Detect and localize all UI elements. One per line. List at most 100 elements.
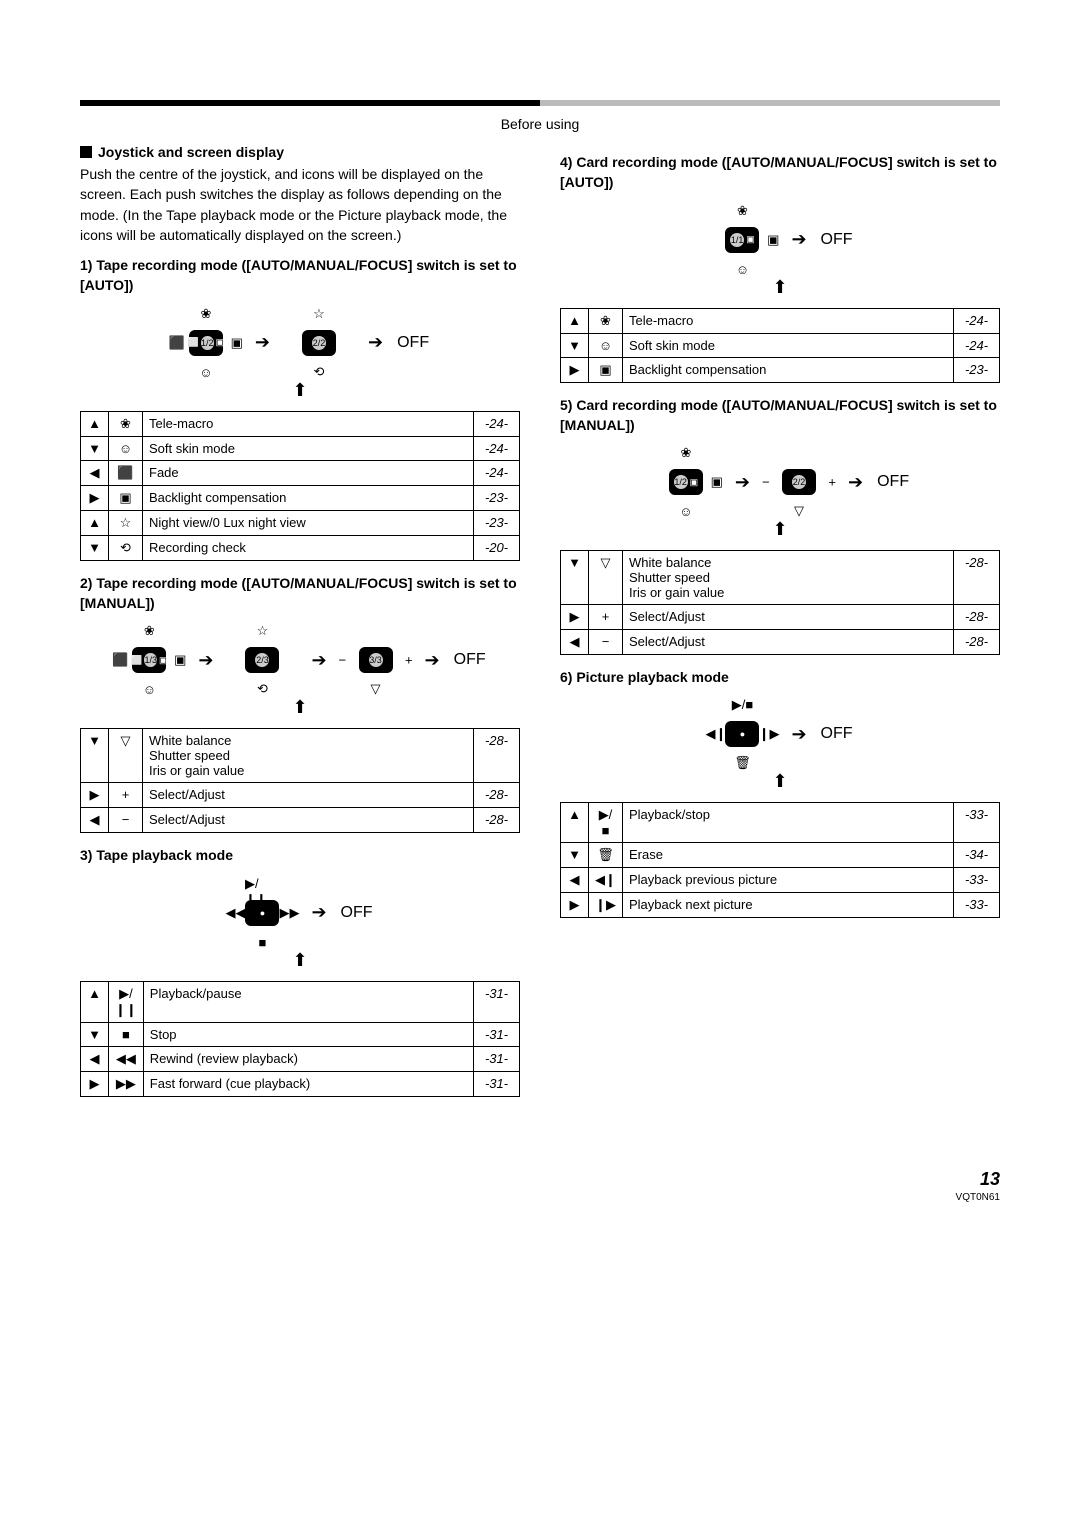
- pad-bottom-icon: ▽: [794, 503, 804, 519]
- off-label: OFF: [877, 473, 909, 491]
- direction-cell: ▲: [561, 308, 589, 333]
- arrow-right-icon: ➔: [735, 472, 750, 493]
- icon-cell: ☺: [109, 436, 143, 460]
- pad-center: 1/2▣: [669, 469, 703, 495]
- joystick-pad: ❀ ☺ ▣ 1/2▣: [651, 447, 721, 517]
- pad-bottom-icon: ■: [259, 935, 267, 950]
- table-row: ▼ ▽ White balanceShutter speedIris or ga…: [81, 729, 520, 783]
- page-cell: -31-: [474, 1022, 520, 1046]
- pad-center: 3/3: [359, 647, 393, 673]
- icon-cell: −: [589, 630, 623, 655]
- direction-cell: ▼: [561, 551, 589, 605]
- table-row: ▶ ▣ Backlight compensation -23-: [561, 357, 1000, 382]
- icon-cell: ◀❙: [589, 868, 623, 893]
- pad-right-icon: ▣: [174, 652, 186, 668]
- pad-center: ●: [725, 721, 759, 747]
- label-cell: Erase: [623, 843, 954, 868]
- pad-right-icon: ▣: [767, 232, 779, 248]
- label-cell: Night view/0 Lux night view: [143, 510, 474, 535]
- page-cell: -23-: [474, 510, 520, 535]
- pad-top-icon: ▶/■: [732, 697, 753, 713]
- joystick-pad: ❀ ☺ ⬛ ▣ ⬜1/3▣: [114, 625, 184, 695]
- intro-paragraph: Push the centre of the joystick, and ico…: [80, 164, 520, 245]
- mode-5-heading: 5) Card recording mode ([AUTO/MANUAL/FOC…: [560, 395, 1000, 436]
- label-cell: Rewind (review playback): [143, 1046, 473, 1071]
- pad-top-icon: ❀: [144, 623, 155, 639]
- off-label: OFF: [821, 231, 853, 249]
- table-row: ◀ ⬛ Fade -24-: [81, 460, 520, 485]
- direction-cell: ◀: [561, 868, 589, 893]
- page-cell: -31-: [474, 981, 520, 1022]
- page-cell: -24-: [474, 436, 520, 460]
- page-cell: -23-: [954, 357, 1000, 382]
- page-cell: -28-: [474, 783, 520, 808]
- page-cell: -33-: [954, 803, 1000, 843]
- label-cell: Soft skin mode: [623, 333, 954, 357]
- pad-center: 2/2: [302, 330, 336, 356]
- pad-bottom-icon: 🗑: [734, 755, 751, 771]
- icon-cell: −: [109, 808, 143, 833]
- direction-cell: ▼: [561, 333, 589, 357]
- left-column: Joystick and screen display Push the cen…: [80, 144, 520, 1109]
- label-cell: Stop: [143, 1022, 473, 1046]
- joystick-pad: ▶/■ 🗑 ◀❙ ❙▶ ●: [707, 699, 777, 769]
- pad-bottom-icon: ☺: [143, 682, 156, 697]
- joystick-pad: ▽ − + 3/3: [341, 625, 411, 695]
- icon-cell: +: [109, 783, 143, 808]
- page-cell: -28-: [474, 808, 520, 833]
- page-cell: -24-: [954, 308, 1000, 333]
- page-cell: -28-: [954, 630, 1000, 655]
- right-column: 4) Card recording mode ([AUTO/MANUAL/FOC…: [560, 144, 1000, 1109]
- direction-cell: ◀: [81, 460, 109, 485]
- label-cell: Fast forward (cue playback): [143, 1071, 473, 1096]
- mode-4-diagram: ❀ ☺ ▣ 1/1▣ ➔OFF: [560, 205, 1000, 275]
- page-cell: -28-: [474, 729, 520, 783]
- icon-cell: ▶▶: [109, 1071, 144, 1096]
- page-cell: -34-: [954, 843, 1000, 868]
- mode-6-heading: 6) Picture playback mode: [560, 667, 1000, 687]
- pad-left-icon: ⬛: [169, 335, 185, 351]
- table-row: ▼ ■ Stop -31-: [81, 1022, 520, 1046]
- page-cell: -28-: [954, 551, 1000, 605]
- page-cell: -24-: [954, 333, 1000, 357]
- page-cell: -33-: [954, 868, 1000, 893]
- table-row: ▲ ❀ Tele-macro -24-: [81, 411, 520, 436]
- direction-cell: ▼: [81, 436, 109, 460]
- table-row: ◀ − Select/Adjust -28-: [561, 630, 1000, 655]
- label-cell: Soft skin mode: [143, 436, 474, 460]
- direction-cell: ▼: [81, 1022, 109, 1046]
- pad-center: 2/2: [782, 469, 816, 495]
- off-label: OFF: [454, 651, 486, 669]
- mode-2-table: ▼ ▽ White balanceShutter speedIris or ga…: [80, 728, 520, 833]
- label-cell: Fade: [143, 460, 474, 485]
- header-rule: [80, 100, 1000, 106]
- under-arrow-icon: ⬆: [560, 277, 1000, 298]
- label-cell: Select/Adjust: [143, 783, 474, 808]
- arrow-right-icon: ➔: [311, 650, 326, 671]
- mode-6-diagram: ▶/■ 🗑 ◀❙ ❙▶ ● ➔OFF: [560, 699, 1000, 769]
- table-row: ◀ − Select/Adjust -28-: [81, 808, 520, 833]
- mode-1-diagram: ❀ ☺ ⬛ ▣ ⬜1/2▣ ➔ ☆ ⟲ 2/2 ➔OFF: [80, 308, 520, 378]
- label-cell: Recording check: [143, 535, 474, 560]
- mode-3-table: ▲ ▶/❙❙ Playback/pause -31- ▼ ■ Stop -31-…: [80, 981, 520, 1097]
- arrow-right-icon: ➔: [848, 472, 863, 493]
- direction-cell: ◀: [561, 630, 589, 655]
- pad-left-icon: −: [339, 653, 347, 668]
- mode-1-table: ▲ ❀ Tele-macro -24- ▼ ☺ Soft skin mode -…: [80, 411, 520, 561]
- label-cell: Playback/pause: [143, 981, 473, 1022]
- pad-center: 2/3: [245, 647, 279, 673]
- mode-5-table: ▼ ▽ White balanceShutter speedIris or ga…: [560, 550, 1000, 655]
- arrow-right-icon: ➔: [198, 650, 213, 671]
- page-title: Joystick and screen display: [80, 144, 520, 160]
- pad-left-icon: ◀❙: [705, 726, 726, 742]
- icon-cell: ◀◀: [109, 1046, 144, 1071]
- direction-cell: ▶: [561, 893, 589, 918]
- direction-cell: ▶: [561, 605, 589, 630]
- table-row: ◀ ◀◀ Rewind (review playback) -31-: [81, 1046, 520, 1071]
- label-cell: Playback previous picture: [623, 868, 954, 893]
- pad-left-icon: −: [762, 475, 770, 490]
- page-cell: -31-: [474, 1071, 520, 1096]
- joystick-pad: ❀ ☺ ⬛ ▣ ⬜1/2▣: [171, 308, 241, 378]
- label-cell: Backlight compensation: [623, 357, 954, 382]
- table-row: ▶ ▣ Backlight compensation -23-: [81, 485, 520, 510]
